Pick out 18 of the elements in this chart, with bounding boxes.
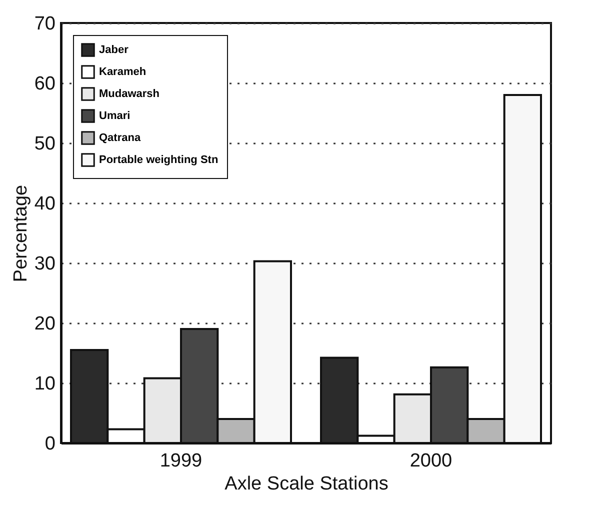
legend-label: Jaber: [99, 44, 130, 56]
legend-label: Portable weighting Stn: [99, 154, 218, 166]
y-tick-label: 10: [34, 374, 56, 394]
y-tick-label: 70: [34, 14, 56, 34]
legend-label: Qatrana: [99, 132, 142, 144]
y-tick-label: 0: [44, 434, 56, 454]
y-tick-label: 50: [34, 134, 56, 154]
y-tick-label: 40: [34, 194, 56, 214]
x-tick-label: 1999: [160, 450, 202, 472]
y-tick-label: 20: [34, 314, 56, 334]
x-axis-title: Axle Scale Stations: [224, 474, 388, 494]
y-tick-label: 30: [34, 254, 56, 274]
y-axis-title: Percentage: [10, 184, 32, 282]
x-tick-label: 2000: [410, 450, 452, 472]
legend-label: Umari: [99, 110, 130, 122]
legend-label: Karameh: [99, 66, 146, 78]
y-tick-label: 60: [34, 74, 56, 94]
legend-label: Mudawarsh: [99, 88, 160, 100]
